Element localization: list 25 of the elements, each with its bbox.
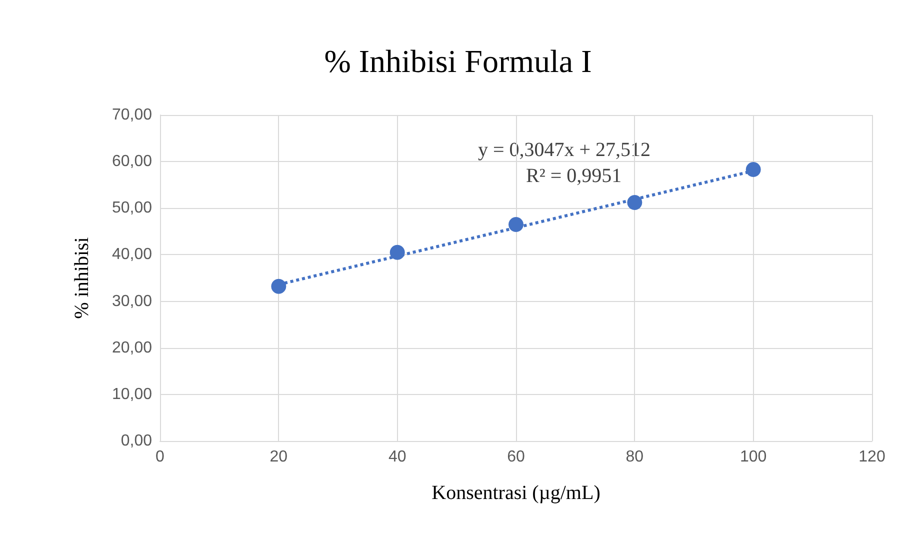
x-tick-label: 40 <box>388 448 406 466</box>
chart-title: % Inhibisi Formula I <box>324 43 592 79</box>
x-tick-label: 60 <box>507 448 525 466</box>
y-tick-label: 50,00 <box>112 200 152 217</box>
y-axis-title: % inhibisi <box>71 236 93 319</box>
x-tick-label: 100 <box>740 448 767 466</box>
y-tick-label: 70,00 <box>112 106 152 124</box>
point <box>627 195 642 210</box>
x-tick-label: 0 <box>156 448 165 466</box>
y-tick-label: 60,00 <box>112 153 152 170</box>
y-tick-label: 30,00 <box>112 292 152 310</box>
x-axis-title: Konsentrasi (µg/mL) <box>432 482 600 504</box>
y-tick-label: 20,00 <box>112 339 152 356</box>
x-tick-label: 20 <box>270 448 288 466</box>
point <box>390 244 405 260</box>
annotation: R² = 0,9951 <box>526 165 622 187</box>
x-tick-label: 80 <box>626 448 644 466</box>
y-tick-label: 40,00 <box>112 246 152 264</box>
point <box>271 278 286 294</box>
point <box>508 216 524 232</box>
y-tick-label: 10,00 <box>112 386 152 403</box>
point <box>746 162 761 177</box>
annotation: y = 0,3047x + 27,512 <box>478 139 651 161</box>
y-tick-label: 0,00 <box>120 432 152 450</box>
x-tick-label: 120 <box>858 448 886 466</box>
